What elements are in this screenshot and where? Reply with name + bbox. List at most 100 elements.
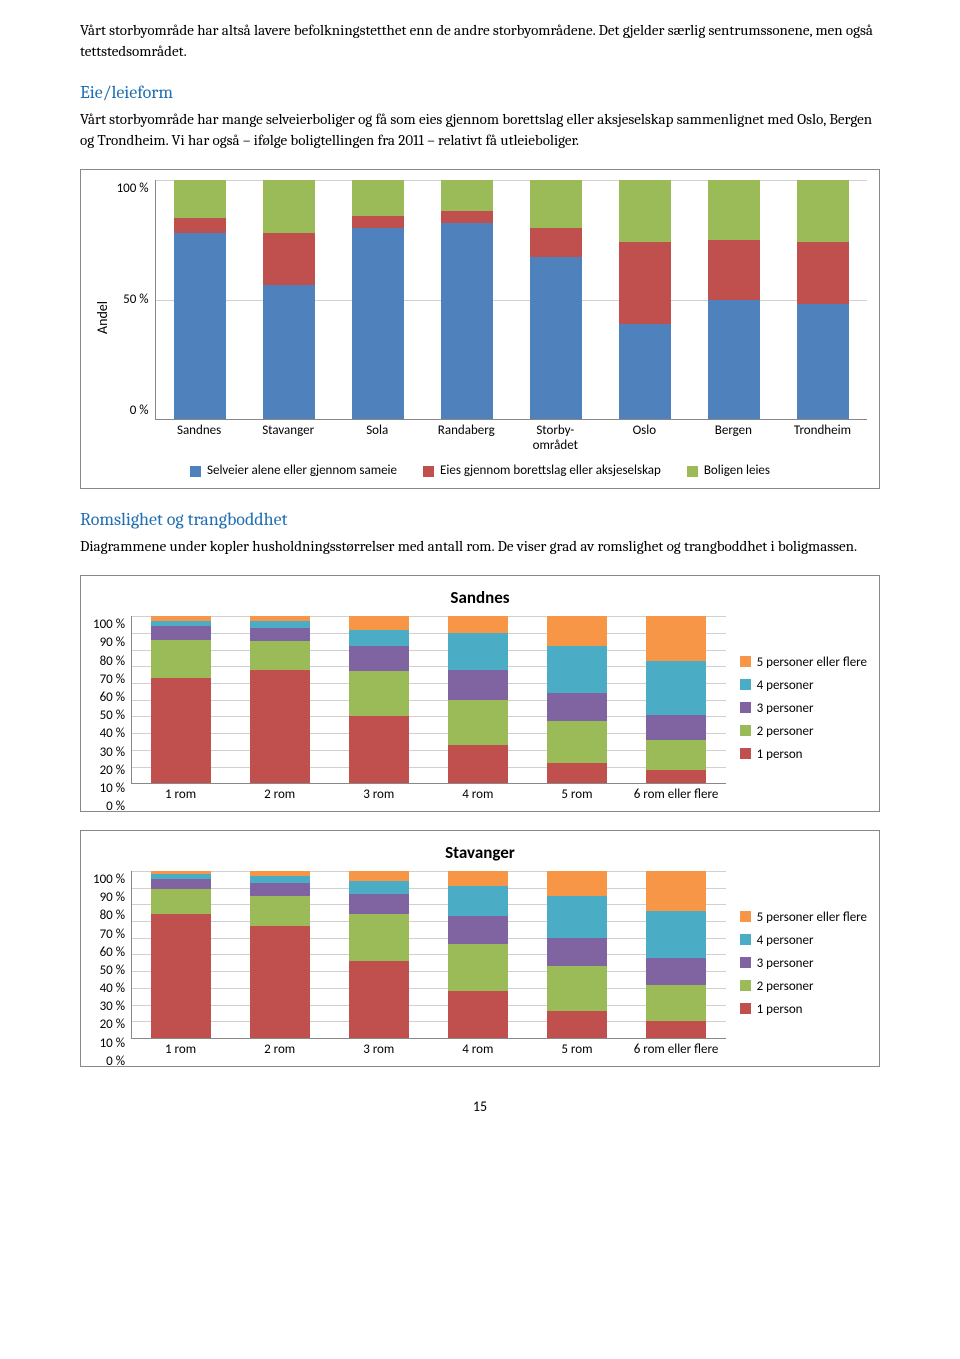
bar-segment [250,896,310,926]
xtick-label: 2 rom [230,788,329,803]
chart-eie-leieform: Andel 100 %50 %0 % SandnesStavangerSolaR… [80,169,880,489]
legend-swatch [423,466,434,477]
ytick-label: 90 % [93,634,125,652]
bar-segment [174,218,226,232]
legend-label: 1 person [757,1003,803,1018]
ytick-label: 20 % [93,762,125,780]
xtick-label: 3 rom [329,788,428,803]
legend-item: 5 personer eller flere [740,656,867,671]
bar-segment [646,715,706,740]
bar-segment [448,944,508,991]
bar-segment [250,670,310,784]
chart3-xlabels: 1 rom2 rom3 rom4 rom5 rom6 rom eller fle… [131,1043,726,1058]
legend-item: 3 personer [740,702,867,717]
bar-segment [151,889,211,914]
eie-heading: Eie/leieform [80,80,880,105]
bar-segment [263,285,315,419]
bar-segment [619,242,671,323]
ytick-label: 60 % [93,944,125,962]
bar-segment [250,641,310,669]
bar-segment [797,180,849,242]
xtick-label: Trondheim [778,424,867,454]
stacked-bar [349,871,409,1038]
bar-segment [547,646,607,693]
bar-segment [349,914,409,961]
bar-segment [349,630,409,647]
bar-segment [250,876,310,883]
bar-segment [349,616,409,629]
chart-sandnes: Sandnes 100 %90 %80 %70 %60 %50 %40 %30 … [80,575,880,812]
legend-swatch [740,656,751,667]
roms-heading: Romslighet og trangboddhet [80,507,880,532]
chart1-plot [155,180,867,420]
stacked-bar [646,616,706,783]
legend-swatch [740,679,751,690]
bar-segment [708,240,760,300]
stacked-bar [547,616,607,783]
ytick-label: 90 % [93,889,125,907]
legend-label: 2 personer [757,980,814,995]
bar-segment [547,871,607,896]
bar-segment [646,958,706,985]
ytick-label: 50 % [117,291,149,309]
bar-segment [797,242,849,304]
legend-label: 3 personer [757,957,814,972]
legend-item: 4 personer [740,679,867,694]
bar-segment [352,228,404,419]
ytick-label: 50 % [93,962,125,980]
ytick-label: 40 % [93,980,125,998]
stacked-bar [619,180,671,419]
ytick-label: 80 % [93,907,125,925]
legend-swatch [687,466,698,477]
stacked-bar [349,616,409,783]
xtick-label: Sola [333,424,422,454]
legend-item: Eies gjennom borettslag eller aksjeselsk… [423,462,661,480]
ytick-label: 0 % [93,1053,125,1071]
stacked-bar [250,871,310,1038]
roms-body: Diagrammene under kopler husholdningsstø… [80,536,880,557]
ytick-label: 0 % [93,798,125,816]
legend-swatch [740,725,751,736]
ytick-label: 100 % [93,871,125,889]
bar-segment [352,216,404,228]
ytick-label: 30 % [93,744,125,762]
bar-segment [250,926,310,1038]
bar-segment [547,966,607,1011]
bar-segment [547,763,607,783]
legend-item: 3 personer [740,957,867,972]
bar-segment [448,700,508,745]
chart3-title: Stavanger [93,841,867,865]
bar-segment [349,716,409,783]
bar-segment [547,616,607,646]
xtick-label: 2 rom [230,1043,329,1058]
chart1-xlabels: SandnesStavangerSolaRandabergStorby-områ… [155,424,867,454]
legend-label: Selveier alene eller gjennom sameie [207,462,397,480]
bar-segment [448,745,508,783]
bar-segment [547,693,607,721]
stacked-bar [530,180,582,419]
legend-swatch [740,702,751,713]
bar-segment [448,616,508,633]
stacked-bar [646,871,706,1038]
bar-segment [448,886,508,916]
legend-swatch [740,748,751,759]
stacked-bar [448,616,508,783]
bar-segment [646,1021,706,1038]
bar-segment [349,871,409,881]
legend-item: 1 person [740,748,867,763]
stacked-bar [797,180,849,419]
legend-label: 5 personer eller flere [757,911,867,926]
bar-segment [530,180,582,228]
bar-segment [619,324,671,420]
legend-swatch [740,957,751,968]
xtick-label: 5 rom [527,1043,626,1058]
stacked-bar [441,180,493,419]
stacked-bar [151,616,211,783]
bar-segment [151,879,211,889]
legend-label: 5 personer eller flere [757,656,867,671]
chart1-yaxis: Andel [93,180,113,454]
bar-segment [619,180,671,242]
bar-segment [349,961,409,1038]
bar-segment [547,896,607,938]
xtick-label: Oslo [600,424,689,454]
